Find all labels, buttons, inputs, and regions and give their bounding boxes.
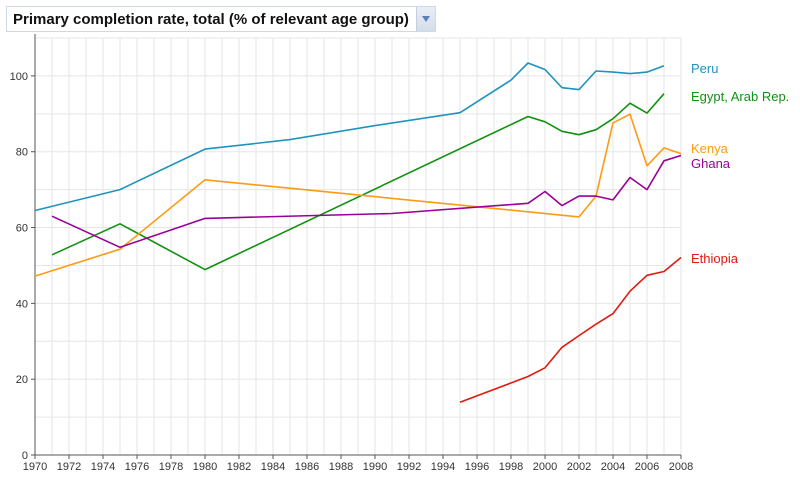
x-tick-label: 1970: [23, 461, 47, 473]
x-tick-label: 1994: [431, 461, 455, 473]
x-tick-label: 1998: [499, 461, 523, 473]
x-tick-label: 1996: [465, 461, 489, 473]
series-label-kenya: Kenya: [691, 141, 729, 156]
x-tick-label: 1984: [261, 461, 285, 473]
series-label-egypt-arab-rep: Egypt, Arab Rep.: [691, 89, 789, 104]
series-line-ghana: [51, 154, 682, 249]
x-tick-label: 1992: [397, 461, 421, 473]
x-tick-label: 1974: [91, 461, 115, 473]
x-tick-label: 1980: [193, 461, 217, 473]
x-tick-label: 1982: [227, 461, 251, 473]
x-tick-label: 2008: [669, 461, 693, 473]
x-tick-label: 1972: [57, 461, 81, 473]
indicator-label: Primary completion rate, total (% of rel…: [13, 10, 409, 28]
series-line-ethiopia: [459, 256, 682, 404]
x-tick-label: 1986: [295, 461, 319, 473]
y-tick-label: 100: [10, 71, 28, 83]
series-line-peru: [34, 62, 665, 212]
series-label-ethiopia: Ethiopia: [691, 251, 739, 266]
y-tick-label: 40: [16, 298, 28, 310]
x-tick-label: 2004: [601, 461, 625, 473]
series-line-kenya: [34, 113, 682, 277]
series-line-egypt-arab-rep: [51, 93, 665, 271]
indicator-selector[interactable]: Primary completion rate, total (% of rel…: [6, 6, 436, 32]
x-tick-label: 1990: [363, 461, 387, 473]
y-tick-label: 80: [16, 147, 28, 159]
series-label-ghana: Ghana: [691, 156, 731, 171]
y-tick-label: 60: [16, 223, 28, 235]
x-tick-label: 1978: [159, 461, 183, 473]
x-tick-label: 1988: [329, 461, 353, 473]
x-tick-label: 2006: [635, 461, 659, 473]
y-tick-label: 0: [22, 450, 28, 462]
x-tick-label: 1976: [125, 461, 149, 473]
series-label-peru: Peru: [691, 61, 718, 76]
x-tick-label: 2002: [567, 461, 591, 473]
x-tick-label: 2000: [533, 461, 557, 473]
chevron-down-icon[interactable]: [416, 7, 435, 31]
y-tick-label: 20: [16, 374, 28, 386]
